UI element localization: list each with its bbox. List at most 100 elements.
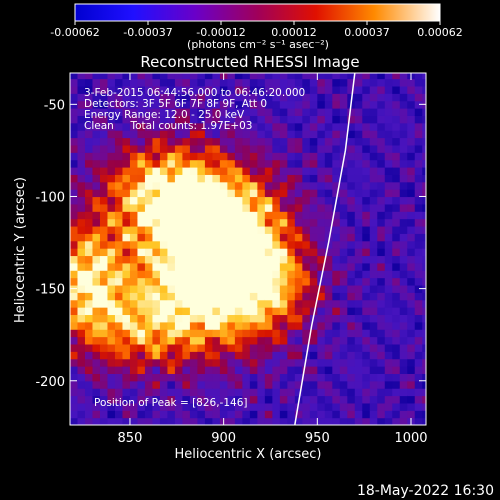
heatmap-cell bbox=[152, 203, 161, 212]
heatmap-cell bbox=[152, 307, 161, 316]
heatmap-cell bbox=[84, 181, 94, 190]
heatmap-cell bbox=[369, 388, 378, 397]
heatmap-cell bbox=[354, 417, 363, 425]
heatmap-cell bbox=[159, 130, 169, 139]
heatmap-cell bbox=[362, 196, 371, 205]
heatmap-cell bbox=[242, 351, 251, 360]
heatmap-cell bbox=[197, 402, 206, 411]
heatmap-cell bbox=[407, 181, 416, 190]
heatmap-cell bbox=[70, 314, 79, 323]
colorbar-tick-label: 0.00012 bbox=[271, 26, 317, 39]
heatmap-cell bbox=[144, 181, 154, 190]
heatmap-cell bbox=[204, 100, 213, 109]
heatmap-cell bbox=[159, 299, 169, 308]
heatmap-cell bbox=[219, 130, 228, 139]
heatmap-cell bbox=[264, 181, 273, 190]
heatmap-cell bbox=[362, 410, 371, 419]
heatmap-cell bbox=[189, 284, 199, 293]
heatmap-cell bbox=[129, 366, 139, 374]
heatmap-cell bbox=[189, 218, 199, 227]
heatmap-cell bbox=[152, 233, 161, 242]
heatmap-cell bbox=[369, 270, 378, 279]
heatmap-cell bbox=[414, 388, 423, 397]
heatmap-cell bbox=[197, 321, 206, 330]
heatmap-cell bbox=[107, 292, 116, 301]
heatmap-cell bbox=[122, 93, 131, 102]
heatmap-cell bbox=[122, 196, 131, 205]
heatmap-cell bbox=[264, 262, 273, 271]
heatmap-cell bbox=[347, 292, 356, 301]
heatmap-cell bbox=[302, 233, 311, 242]
heatmap-cell bbox=[189, 373, 199, 382]
heatmap-cell bbox=[99, 189, 109, 198]
heatmap-cell bbox=[302, 262, 311, 271]
heatmap-cell bbox=[84, 166, 94, 175]
heatmap-cell bbox=[227, 218, 236, 227]
heatmap-cell bbox=[219, 159, 228, 168]
heatmap-cell bbox=[242, 211, 251, 220]
heatmap-cell bbox=[302, 203, 311, 212]
heatmap-cell bbox=[422, 366, 426, 374]
heatmap-cell bbox=[159, 189, 169, 198]
heatmap-cell bbox=[182, 284, 191, 293]
heatmap-cell bbox=[309, 137, 318, 146]
heatmap-cell bbox=[324, 307, 333, 316]
heatmap-cell bbox=[182, 255, 191, 264]
heatmap-cell bbox=[354, 166, 363, 175]
heatmap-image bbox=[70, 73, 426, 425]
heatmap-cell bbox=[369, 380, 378, 389]
heatmap-cell bbox=[264, 314, 273, 323]
heatmap-cell bbox=[272, 373, 281, 382]
heatmap-cell bbox=[197, 130, 206, 139]
heatmap-cell bbox=[384, 314, 393, 323]
heatmap-cell bbox=[302, 395, 311, 404]
heatmap-cell bbox=[189, 137, 199, 146]
heatmap-cell bbox=[377, 137, 386, 146]
heatmap-cell bbox=[279, 351, 288, 360]
heatmap-cell bbox=[189, 255, 199, 264]
heatmap-cell bbox=[144, 255, 154, 264]
heatmap-cell bbox=[407, 366, 416, 374]
heatmap-cell bbox=[257, 402, 266, 411]
heatmap-cell bbox=[399, 78, 408, 87]
heatmap-cell bbox=[189, 299, 199, 308]
heatmap-cell bbox=[332, 388, 341, 397]
heatmap-cell bbox=[272, 174, 281, 183]
heatmap-cell bbox=[219, 211, 228, 220]
heatmap-cell bbox=[399, 211, 408, 220]
heatmap-cell bbox=[152, 196, 161, 205]
heatmap-cell bbox=[137, 240, 146, 249]
heatmap-cell bbox=[332, 78, 341, 87]
heatmap-cell bbox=[422, 189, 426, 198]
heatmap-cell bbox=[309, 299, 318, 308]
heatmap-cell bbox=[354, 388, 363, 397]
heatmap-cell bbox=[204, 159, 213, 168]
heatmap-cell bbox=[197, 240, 206, 249]
heatmap-cell bbox=[287, 292, 296, 301]
heatmap-cell bbox=[422, 130, 426, 139]
heatmap-cell bbox=[159, 351, 169, 360]
heatmap-cell bbox=[107, 388, 116, 397]
heatmap-cell bbox=[219, 366, 228, 374]
heatmap-cell bbox=[422, 336, 426, 345]
heatmap-cell bbox=[347, 130, 356, 139]
heatmap-cell bbox=[414, 174, 423, 183]
heatmap-cell bbox=[272, 417, 281, 425]
heatmap-cell bbox=[144, 358, 154, 367]
heatmap-cell bbox=[152, 380, 161, 389]
heatmap-cell bbox=[332, 417, 341, 425]
heatmap-cell bbox=[159, 402, 169, 411]
heatmap-cell bbox=[122, 73, 131, 80]
heatmap-cell bbox=[422, 73, 426, 80]
heatmap-cell bbox=[92, 336, 101, 345]
heatmap-cell bbox=[392, 122, 401, 131]
heatmap-cell bbox=[159, 152, 169, 161]
heatmap-cell bbox=[234, 336, 243, 345]
heatmap-cell bbox=[174, 343, 184, 352]
heatmap-cell bbox=[84, 255, 94, 264]
heatmap-cell bbox=[182, 402, 191, 411]
heatmap-cell bbox=[392, 130, 401, 139]
heatmap-cell bbox=[77, 284, 86, 293]
heatmap-cell bbox=[302, 248, 311, 257]
heatmap-cell bbox=[309, 395, 318, 404]
